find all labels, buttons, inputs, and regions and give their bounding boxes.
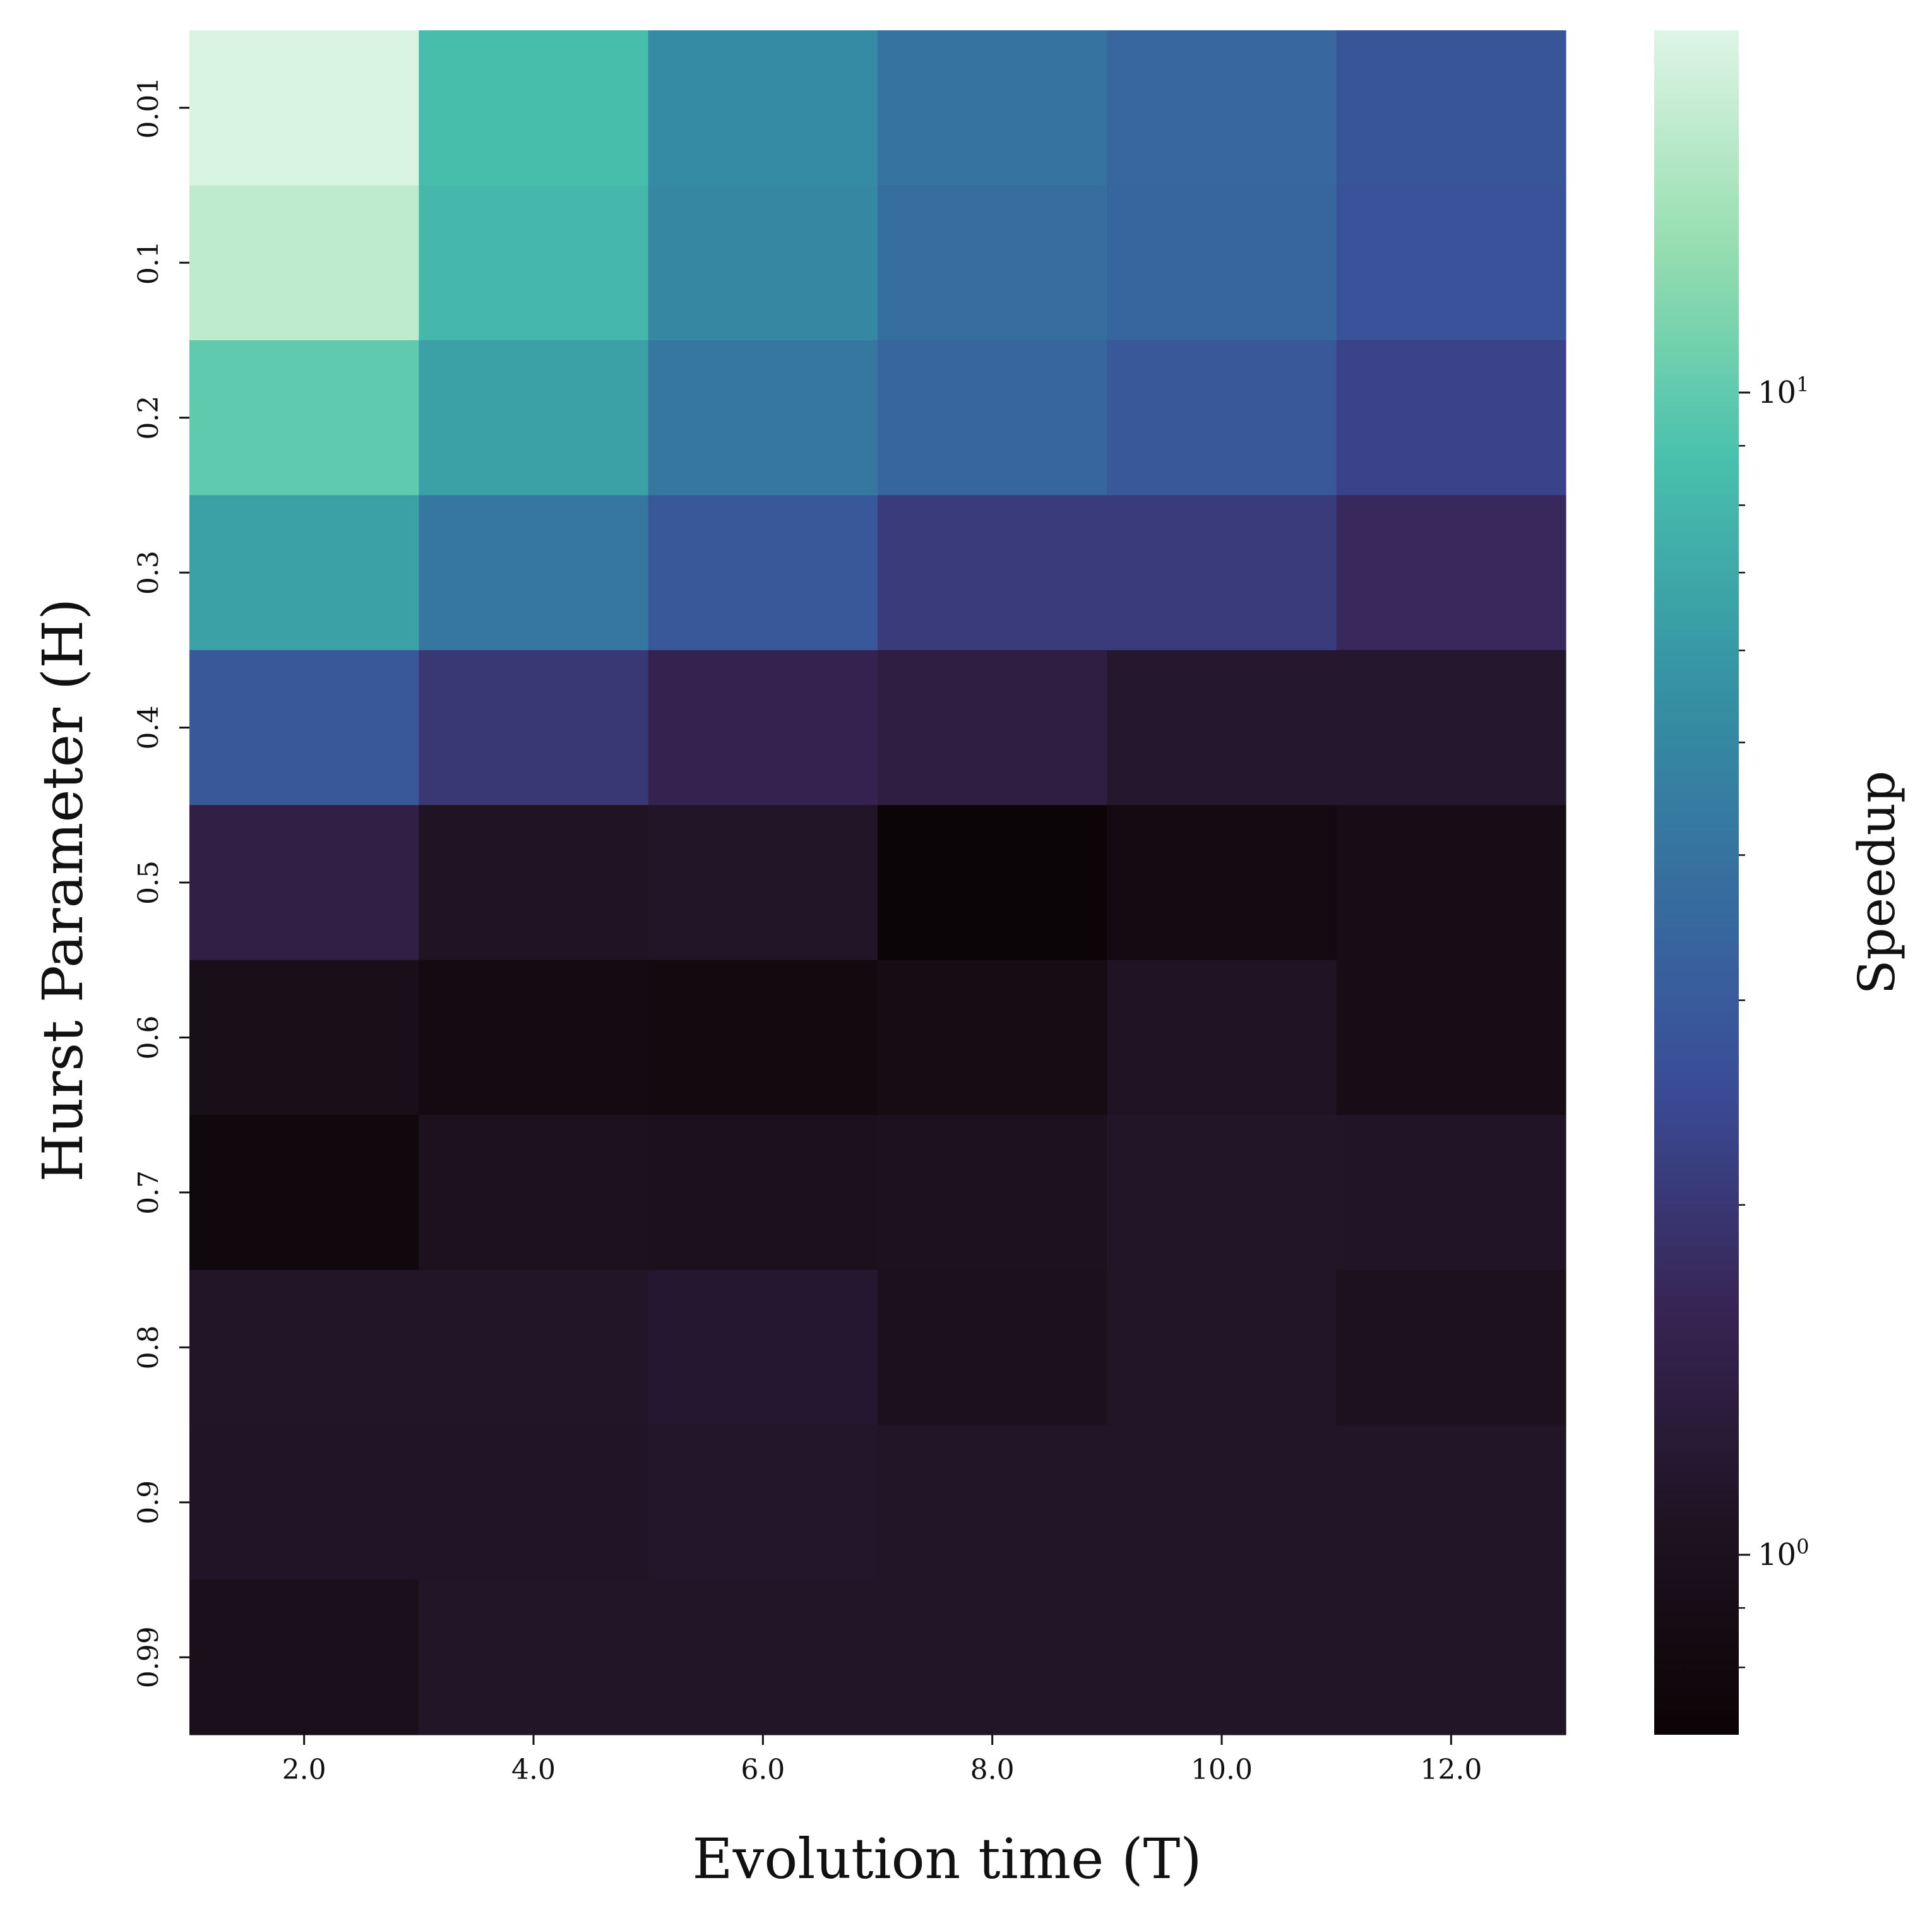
heatmap-cell	[419, 30, 649, 186]
heatmap-cell	[1107, 650, 1337, 806]
heatmap-cell	[878, 1115, 1107, 1271]
heatmap-cell	[419, 1579, 649, 1735]
heatmap-cell	[1336, 495, 1566, 651]
heatmap-cell	[419, 185, 649, 341]
y-tick-label: 0.2	[133, 396, 165, 440]
heatmap-cell	[648, 1270, 878, 1425]
heatmap-cell	[1336, 1115, 1566, 1271]
heatmap-cell	[1336, 960, 1566, 1115]
heatmap-cell	[189, 185, 419, 341]
heatmap-cell	[878, 495, 1107, 651]
y-tick-label: 0.4	[133, 706, 165, 750]
heatmap-cell	[419, 650, 649, 806]
heatmap-cell	[189, 495, 419, 651]
heatmap-cell	[1107, 1579, 1337, 1735]
heatmap-cell	[419, 960, 649, 1115]
heatmap-cell	[419, 495, 649, 651]
x-tick-label: 6.0	[741, 1754, 785, 1786]
y-axis-label: Hurst Parameter (H)	[30, 598, 95, 1182]
heatmap-cell	[1336, 805, 1566, 961]
heatmap-cell	[189, 340, 419, 496]
colorbar-tick-label: 100	[1758, 1535, 1809, 1573]
heatmap-cell	[1107, 960, 1337, 1115]
heatmap-cell	[419, 805, 649, 961]
heatmap-cell	[878, 1579, 1107, 1735]
heatmap-cell	[1336, 340, 1566, 496]
x-tick-label: 8.0	[970, 1754, 1015, 1786]
heatmap-cell	[1336, 1270, 1566, 1425]
heatmap-cell	[648, 495, 878, 651]
heatmap-cell	[189, 805, 419, 961]
heatmap-cell	[189, 960, 419, 1115]
y-tick-label: 0.7	[133, 1170, 165, 1215]
heatmap-cell	[648, 1579, 878, 1735]
heatmap-cell	[878, 185, 1107, 341]
y-tick-label: 0.5	[133, 860, 165, 905]
heatmap-cell	[419, 340, 649, 496]
heatmap-cell	[878, 805, 1107, 961]
heatmap-cell	[1336, 185, 1566, 341]
x-axis: 2.0 4.0 6.0 8.0 10.0 12.0	[282, 1735, 1482, 1786]
heatmap-cell	[648, 650, 878, 806]
y-tick-label: 0.99	[133, 1626, 165, 1688]
heatmap-cell	[1107, 495, 1337, 651]
x-tick-label: 4.0	[511, 1754, 556, 1786]
y-tick-label: 0.1	[133, 241, 165, 285]
y-tick-label: 0.6	[133, 1015, 165, 1059]
heatmap-cell	[1107, 1115, 1337, 1271]
heatmap-cell	[189, 1115, 419, 1271]
heatmap-cell	[419, 1115, 649, 1271]
heatmap-cell	[1336, 650, 1566, 806]
y-tick-label: 0.9	[133, 1480, 165, 1525]
y-tick-label: 0.3	[133, 550, 165, 595]
heatmap-cell	[878, 30, 1107, 186]
x-tick-label: 12.0	[1420, 1754, 1482, 1786]
heatmap-cell	[1107, 30, 1337, 186]
heatmap-cell	[1336, 1425, 1566, 1581]
heatmap-cell	[1107, 805, 1337, 961]
colorbar-tick-label: 101	[1758, 372, 1809, 410]
heatmap-cell	[1336, 1579, 1566, 1735]
heatmap-cell	[1107, 340, 1337, 496]
heatmap-cell	[189, 650, 419, 806]
heatmap-cell	[878, 340, 1107, 496]
heatmap-cell	[878, 1425, 1107, 1581]
heatmap-cell	[189, 30, 419, 186]
y-tick-label: 0.8	[133, 1325, 165, 1369]
heatmap-cells	[189, 30, 1566, 1735]
heatmap-cell	[648, 960, 878, 1115]
colorbar-label: Speedup	[1847, 771, 1906, 995]
colorbar-ticks: 100 101	[1739, 372, 1809, 1668]
heatmap-cell	[648, 30, 878, 186]
heatmap-cell	[648, 1425, 878, 1581]
x-axis-label: Evolution time (T)	[692, 1826, 1202, 1891]
colorbar	[1654, 30, 1739, 1735]
heatmap-cell	[1107, 1425, 1337, 1581]
x-tick-label: 2.0	[282, 1754, 326, 1786]
heatmap-cell	[648, 340, 878, 496]
heatmap-cell	[1107, 185, 1337, 341]
heatmap-cell	[878, 1270, 1107, 1425]
heatmap-cell	[648, 185, 878, 341]
heatmap-cell	[648, 1115, 878, 1271]
heatmap-cell	[419, 1270, 649, 1425]
y-tick-label: 0.01	[133, 77, 165, 139]
heatmap-cell	[189, 1579, 419, 1735]
heatmap-cell	[189, 1270, 419, 1425]
heatmap-cell	[648, 805, 878, 961]
heatmap-cell	[1336, 30, 1566, 186]
heatmap-cell	[419, 1425, 649, 1581]
heatmap-cell	[878, 960, 1107, 1115]
heatmap-cell	[189, 1425, 419, 1581]
x-tick-label: 10.0	[1191, 1754, 1253, 1786]
heatmap-cell	[878, 650, 1107, 806]
y-axis: 0.01 0.1 0.2 0.3 0.4 0.5 0.6 0.7 0.8 0.9 0.99	[133, 77, 189, 1688]
heatmap-cell	[1107, 1270, 1337, 1425]
